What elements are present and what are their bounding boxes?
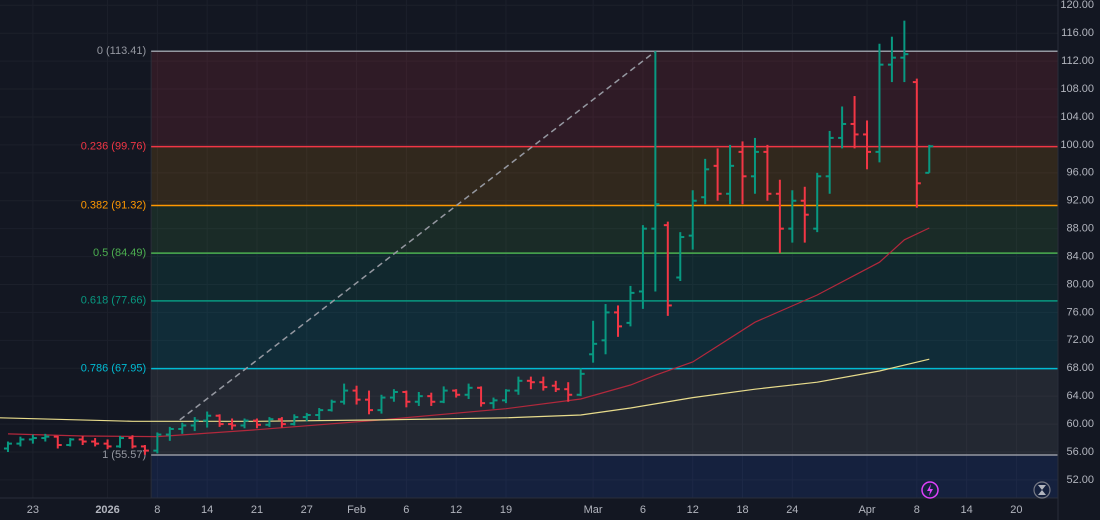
y-tick-label: 80.00: [1066, 278, 1094, 290]
x-tick-label: 2026: [95, 504, 119, 516]
x-tick-label: Mar: [584, 504, 603, 516]
y-tick-label: 100.00: [1060, 139, 1094, 151]
y-tick-label: 120.00: [1060, 0, 1094, 11]
moving-average: [7, 227, 930, 438]
x-tick-label: 14: [201, 504, 213, 516]
fib-zone: [151, 253, 1059, 301]
y-tick-label: 64.00: [1066, 390, 1094, 402]
y-tick-label: 116.00: [1061, 27, 1094, 39]
fib-zone: [151, 205, 1059, 254]
fib-label: 1 (55.57): [102, 449, 146, 461]
y-tick-label: 88.00: [1066, 223, 1094, 235]
y-tick-label: 84.00: [1066, 250, 1094, 262]
y-tick-label: 92.00: [1066, 195, 1094, 207]
y-tick-label: 52.00: [1066, 474, 1094, 486]
y-tick-label: 112.00: [1061, 55, 1094, 67]
replay-icon[interactable]: [1033, 481, 1051, 499]
x-tick-label: 23: [27, 504, 39, 516]
moving-average: [0, 358, 930, 422]
trend-line: [179, 50, 656, 421]
x-tick-label: 24: [786, 504, 798, 516]
fib-zone: [151, 51, 1059, 147]
y-tick-label: 96.00: [1066, 167, 1094, 179]
y-tick-label: 104.00: [1060, 111, 1094, 123]
x-tick-label: 8: [914, 504, 920, 516]
x-tick-label: 20: [1010, 504, 1022, 516]
x-tick-label: 12: [687, 504, 699, 516]
y-tick-label: 72.00: [1066, 334, 1094, 346]
x-tick-label: 27: [301, 504, 313, 516]
x-tick-label: 14: [960, 504, 972, 516]
plot-layer: 0 (113.41) 0.236 (99.76) 0.382 (91.32) 0.5 …: [0, 20, 1059, 498]
x-tick-label: Feb: [347, 504, 366, 516]
fib-label: 0 (113.41): [97, 45, 146, 57]
y-tick-label: 108.00: [1060, 83, 1094, 95]
y-tick-label: 68.00: [1066, 362, 1094, 374]
fib-zone: [151, 146, 1059, 206]
fib-extension-zone: [151, 455, 1059, 498]
x-tick-label: 6: [403, 504, 409, 516]
fib-label: 0.618 (77.66): [81, 295, 146, 307]
fib-label: 0.236 (99.76): [81, 140, 146, 152]
alert-icon[interactable]: [921, 481, 939, 499]
x-tick-label: 19: [500, 504, 512, 516]
x-tick-label: Apr: [858, 504, 875, 516]
fib-label: 0.5 (84.49): [93, 247, 146, 259]
fib-label: 0.382 (91.32): [81, 199, 146, 211]
fib-label: 0.786 (67.95): [81, 363, 146, 375]
x-tick-label: 21: [251, 504, 263, 516]
y-tick-label: 56.00: [1066, 446, 1094, 458]
x-tick-label: 18: [736, 504, 748, 516]
x-tick-label: 8: [154, 504, 160, 516]
y-tick-label: 60.00: [1066, 418, 1094, 430]
y-tick-label: 76.00: [1066, 306, 1094, 318]
x-tick-label: 6: [640, 504, 646, 516]
x-tick-label: 12: [450, 504, 462, 516]
